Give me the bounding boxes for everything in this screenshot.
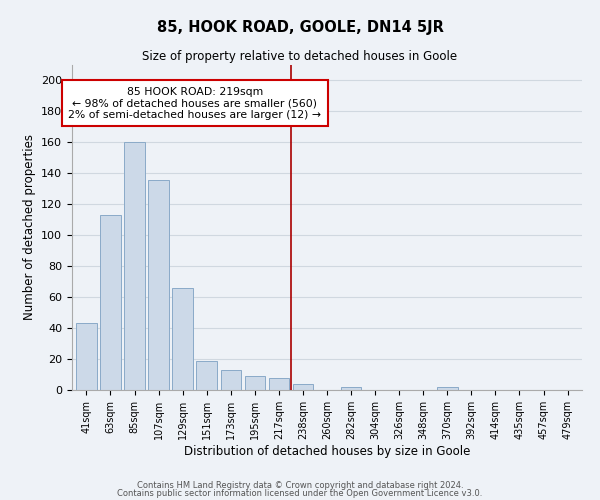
Bar — [148, 180, 169, 390]
Bar — [341, 387, 361, 390]
X-axis label: Distribution of detached houses by size in Goole: Distribution of detached houses by size … — [184, 444, 470, 458]
Bar — [124, 142, 145, 390]
Text: Contains public sector information licensed under the Open Government Licence v3: Contains public sector information licen… — [118, 489, 482, 498]
Bar — [172, 288, 193, 390]
Text: 85, HOOK ROAD, GOOLE, DN14 5JR: 85, HOOK ROAD, GOOLE, DN14 5JR — [157, 20, 443, 35]
Text: 85 HOOK ROAD: 219sqm
← 98% of detached houses are smaller (560)
2% of semi-detac: 85 HOOK ROAD: 219sqm ← 98% of detached h… — [68, 86, 321, 120]
Text: Size of property relative to detached houses in Goole: Size of property relative to detached ho… — [142, 50, 458, 63]
Bar — [100, 215, 121, 390]
Y-axis label: Number of detached properties: Number of detached properties — [23, 134, 35, 320]
Bar — [221, 370, 241, 390]
Bar — [269, 378, 289, 390]
Bar — [437, 387, 458, 390]
Bar — [196, 360, 217, 390]
Text: Contains HM Land Registry data © Crown copyright and database right 2024.: Contains HM Land Registry data © Crown c… — [137, 480, 463, 490]
Bar — [76, 324, 97, 390]
Bar — [245, 376, 265, 390]
Bar — [293, 384, 313, 390]
